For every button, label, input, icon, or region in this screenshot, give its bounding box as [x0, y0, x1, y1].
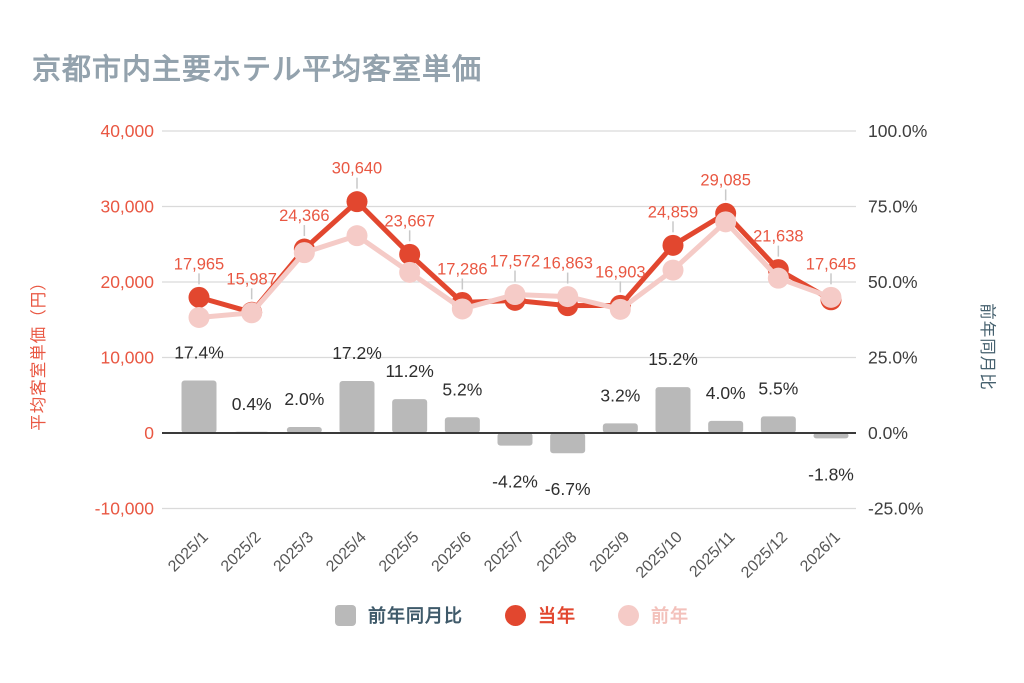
bar[interactable]: [550, 433, 586, 454]
previous-year-series-swatch: [618, 604, 639, 626]
marker-previous-year[interactable]: [609, 298, 631, 320]
bar[interactable]: [708, 420, 744, 433]
right-axis-tick-label: 75.0%: [868, 197, 918, 217]
marker-previous-year[interactable]: [399, 261, 421, 283]
marker-previous-year[interactable]: [293, 242, 315, 264]
bar-value-label: 5.2%: [442, 379, 482, 399]
marker-previous-year[interactable]: [188, 306, 210, 328]
left-axis-tick-label: 40,000: [100, 121, 154, 141]
left-axis-title: 平均客室単価（円）: [29, 273, 48, 431]
marker-previous-year[interactable]: [346, 225, 368, 247]
left-axis-tick-label: 30,000: [100, 197, 154, 217]
left-axis-tick-label: 10,000: [100, 348, 154, 368]
bar[interactable]: [181, 380, 217, 433]
left-axis-tick-label: -10,000: [95, 499, 155, 519]
bar[interactable]: [760, 416, 796, 433]
chart-series-layer: 40,000 100.0% 30,000 75.0% 20,000 50.0% 10,000…: [95, 121, 928, 582]
left-axis-tick-label: 20,000: [100, 272, 154, 292]
x-axis-tick-label: 2025/6: [429, 529, 476, 576]
left-axis-tick-label: 0: [144, 423, 154, 443]
bar-value-label: 0.4%: [232, 394, 272, 414]
x-axis-tick-label: 2025/10: [633, 529, 686, 582]
marker-current-year[interactable]: [662, 234, 684, 256]
bar-value-label: 17.2%: [332, 343, 382, 363]
bar-value-label: -1.8%: [808, 464, 854, 484]
point-value-label: 23,667: [384, 212, 434, 230]
legend-item-yoy-bar[interactable]: 前年同月比: [335, 602, 463, 628]
bar-value-label: 2.0%: [284, 389, 324, 409]
x-axis-tick-label: 2025/4: [323, 529, 370, 576]
point-value-label: 16,903: [595, 263, 645, 281]
x-axis-tick-label: 2025/5: [376, 529, 423, 576]
x-axis-tick-label: 2025/8: [534, 529, 581, 576]
chart-title: 京都市内主要ホテル平均客室単価: [32, 54, 483, 86]
x-axis-tick-label: 2025/3: [271, 529, 318, 576]
point-value-label: 30,640: [332, 160, 382, 178]
marker-previous-year[interactable]: [662, 259, 684, 281]
point-value-label: 16,863: [542, 255, 592, 273]
bar-value-label: 17.4%: [174, 342, 224, 362]
marker-current-year[interactable]: [346, 191, 368, 213]
x-axis-tick-label: 2025/1: [165, 529, 212, 576]
legend-item-current-year[interactable]: 当年: [505, 602, 576, 628]
right-axis-tick-label: 100.0%: [868, 121, 927, 141]
legend-item-previous-year[interactable]: 前年: [618, 602, 689, 628]
bar[interactable]: [286, 426, 322, 433]
point-value-label: 15,987: [226, 270, 276, 288]
legend-label-yoy: 前年同月比: [368, 606, 463, 626]
point-value-label: 21,638: [753, 228, 803, 246]
point-value-label: 24,366: [279, 207, 329, 225]
bar-value-label: 15.2%: [648, 349, 698, 369]
legend: 前年同月比 当年 前年: [0, 602, 1024, 628]
point-value-label: 29,085: [700, 171, 750, 189]
marker-current-year[interactable]: [399, 243, 421, 265]
x-axis-tick-label: 2025/11: [686, 529, 738, 581]
point-value-label: 17,572: [490, 253, 540, 271]
right-axis-tick-label: 0.0%: [868, 423, 908, 443]
point-value-label: 17,645: [806, 255, 856, 273]
bar-value-label: 4.0%: [706, 383, 746, 403]
bar[interactable]: [444, 417, 480, 433]
bar[interactable]: [602, 423, 638, 433]
current-year-series-swatch: [505, 604, 526, 626]
right-axis-title: 前年同月比: [978, 303, 997, 391]
right-axis-tick-label: 25.0%: [868, 348, 918, 368]
x-axis-tick-label: 2025/12: [738, 529, 791, 582]
x-axis-tick-label: 2025/7: [481, 529, 528, 576]
legend-label-previous-year: 前年: [651, 606, 689, 626]
bar-value-label: 5.5%: [758, 378, 798, 398]
bar-value-label: -6.7%: [545, 479, 591, 499]
bar[interactable]: [497, 433, 533, 446]
marker-current-year[interactable]: [188, 286, 210, 308]
x-axis-tick-label: 2025/2: [218, 529, 265, 576]
point-value-label: 24,859: [648, 203, 698, 221]
marker-previous-year[interactable]: [715, 211, 737, 233]
bar[interactable]: [392, 399, 428, 433]
marker-previous-year[interactable]: [767, 267, 789, 289]
marker-previous-year[interactable]: [504, 284, 526, 306]
x-axis-tick-label: 2025/9: [587, 529, 634, 576]
bar[interactable]: [655, 387, 691, 433]
marker-previous-year[interactable]: [557, 286, 579, 308]
bar[interactable]: [813, 433, 849, 439]
x-axis-tick-label: 2026/1: [797, 529, 844, 576]
bar-value-label: 3.2%: [600, 385, 640, 405]
right-axis-tick-label: -25.0%: [868, 499, 923, 519]
marker-previous-year[interactable]: [241, 302, 263, 324]
bar-value-label: 11.2%: [386, 361, 434, 381]
point-value-label: 17,286: [437, 260, 487, 278]
legend-label-current-year: 当年: [538, 606, 576, 626]
point-value-label: 17,965: [174, 255, 224, 273]
right-axis-tick-label: 50.0%: [868, 272, 918, 292]
marker-previous-year[interactable]: [820, 286, 842, 308]
bar[interactable]: [339, 381, 375, 433]
bar-value-label: -4.2%: [492, 472, 538, 492]
bar-series-swatch: [335, 604, 356, 626]
marker-previous-year[interactable]: [451, 298, 473, 320]
